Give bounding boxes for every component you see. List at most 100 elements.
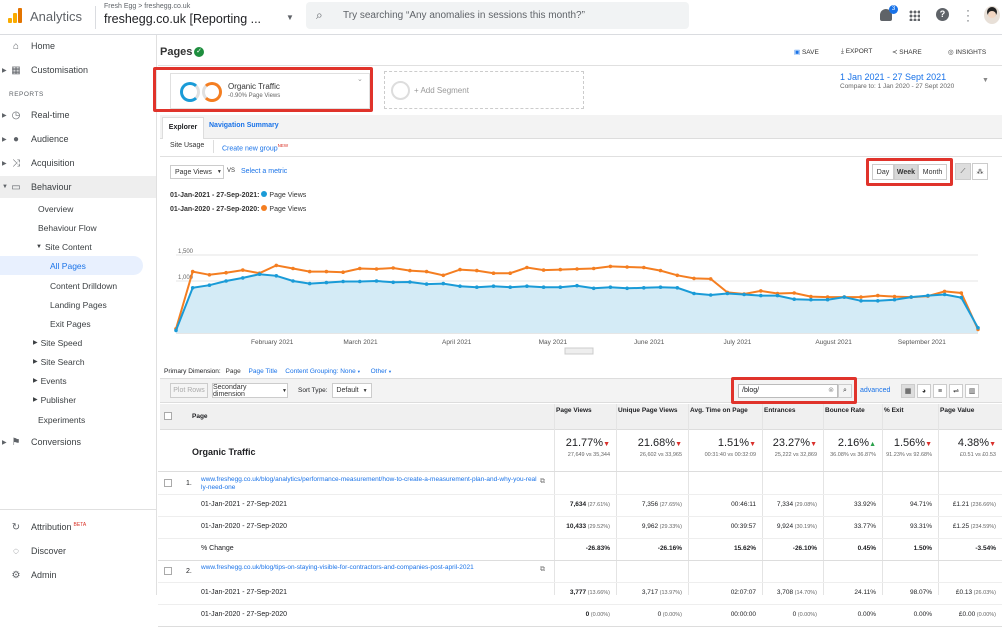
data-point <box>942 292 947 297</box>
sidebar-item-customisation[interactable]: ▶ ▦ Customisation <box>0 59 156 81</box>
dim-page-title[interactable]: Page Title <box>248 368 278 375</box>
month-button[interactable]: Month <box>918 164 947 180</box>
day-button[interactable]: Day <box>872 164 894 180</box>
account-path[interactable]: Fresh Egg > freshegg.co.uk <box>104 3 191 10</box>
column-header[interactable]: Entrances <box>764 407 796 414</box>
data-point <box>926 293 930 298</box>
sidebar-item-behaviour[interactable]: ▼ ▭ Behaviour <box>0 176 156 198</box>
open-page-icon[interactable]: ⧉ <box>540 478 545 485</box>
advanced-link[interactable]: advanced <box>860 387 891 394</box>
sidebar-sub-behaviour-flow[interactable]: Behaviour Flow <box>38 222 97 233</box>
data-point <box>608 285 613 289</box>
date-range[interactable]: 1 Jan 2021 - 27 Sept 2021 <box>840 72 947 82</box>
analytics-logo[interactable] <box>8 8 22 24</box>
sidebar-sub-events[interactable]: ▶ Events <box>0 371 143 390</box>
comparison-view-icon[interactable]: ⇌ <box>949 384 963 398</box>
column-header[interactable]: Page Value <box>940 407 975 414</box>
sidebar-sub-site-content[interactable]: ▼ Site Content <box>0 237 143 256</box>
sidebar-item-admin[interactable]: ⚙ Admin <box>0 564 156 586</box>
apps-grid-icon[interactable] <box>909 10 920 21</box>
sidebar-item-attribution[interactable]: ↻ Attribution BETA <box>0 516 156 538</box>
table-cell: 0.00% <box>882 611 932 618</box>
tab-site-usage[interactable]: Site Usage <box>170 142 205 149</box>
cell-percent: (30.19%) <box>793 524 817 530</box>
data-point <box>458 267 462 272</box>
filter-input[interactable]: /blog/ ⊗ <box>738 384 838 398</box>
clear-icon[interactable]: ⊗ <box>828 387 834 394</box>
data-point <box>508 271 512 275</box>
segment-dropdown-icon[interactable]: ⌄ <box>357 76 363 83</box>
date-dropdown-icon[interactable]: ▼ <box>982 77 989 84</box>
sidebar-item-conversions[interactable]: ▶ ⚑ Conversions <box>0 431 156 453</box>
sidebar-sub-site-speed[interactable]: ▶ Site Speed <box>0 333 143 352</box>
help-icon[interactable]: ? <box>936 8 949 21</box>
line-chart[interactable]: 1,500 1,000 February 2021 March 2021 April 2… <box>158 215 1002 360</box>
save-button[interactable]: ▣ SAVE <box>794 48 819 56</box>
table-cell: 33.92% <box>823 501 876 508</box>
sidebar-sub-experiments[interactable]: Experiments <box>38 414 86 425</box>
select-all-checkbox[interactable] <box>164 412 172 420</box>
clock-icon: ◷ <box>11 109 21 121</box>
plot-rows-button[interactable]: Plot Rows <box>170 383 208 398</box>
page-link[interactable]: www.freshegg.co.uk/blog/tips-on-staying-… <box>201 564 474 571</box>
table-cell: £1.25 (234.59%) <box>938 523 996 530</box>
row-checkbox[interactable] <box>164 479 172 487</box>
cell-percent: (13.97%) <box>658 590 682 596</box>
metric-select[interactable]: Page Views ▼ <box>170 165 224 179</box>
add-segment-button[interactable]: + Add Segment <box>384 71 584 109</box>
sidebar-sub-content-drilldown[interactable]: Content Drilldown <box>50 280 118 291</box>
sidebar-item-discover[interactable]: ◌ Discover <box>0 540 156 562</box>
acquisition-icon: ⤨ <box>12 157 20 169</box>
table-view-icon[interactable]: ▦ <box>901 384 915 398</box>
data-point <box>324 280 329 285</box>
sidebar-item-home[interactable]: ⌂ Home <box>0 35 156 57</box>
chevron-down-icon[interactable]: ▼ <box>286 13 294 22</box>
dim-other[interactable]: Other <box>370 368 387 375</box>
open-page-icon[interactable]: ⧉ <box>540 566 545 573</box>
line-chart-icon[interactable]: ⟋ <box>955 163 971 180</box>
column-header[interactable]: Unique Page Views <box>618 407 678 414</box>
sort-type-select[interactable]: Default ▼ <box>332 383 372 398</box>
more-vert-icon[interactable]: · · · <box>966 3 970 27</box>
pie-view-icon[interactable]: ◕ <box>917 384 931 398</box>
column-header[interactable]: Page Views <box>556 407 592 414</box>
sidebar-item-audience[interactable]: ▶ ● Audience <box>0 128 156 150</box>
performance-view-icon[interactable]: ≡ <box>933 384 947 398</box>
tab-explorer[interactable]: Explorer <box>162 117 204 139</box>
sidebar-sub-site-search[interactable]: ▶ Site Search <box>0 352 143 371</box>
column-header[interactable]: % Exit <box>884 407 904 414</box>
segment-card[interactable]: Organic Traffic -0.90% Page Views <box>170 73 370 109</box>
cell-value: -3.54% <box>975 545 996 552</box>
dim-page[interactable]: Page <box>225 368 241 375</box>
sidebar-sub-publisher[interactable]: ▶ Publisher <box>0 390 143 409</box>
column-header[interactable]: Page <box>192 413 208 420</box>
sidebar-sub-all-pages[interactable]: All Pages <box>0 256 143 275</box>
tab-navigation-summary[interactable]: Navigation Summary <box>209 122 279 129</box>
property-selector[interactable]: freshegg.co.uk [Reporting ... <box>104 12 262 26</box>
motion-chart-icon[interactable]: ⁂ <box>972 163 988 180</box>
sidebar-sub-exit-pages[interactable]: Exit Pages <box>50 318 91 329</box>
secondary-dimension-select[interactable]: Secondary dimension ▼ <box>212 383 288 398</box>
cell-percent: (234.59%) <box>969 524 996 530</box>
sidebar-sub-overview[interactable]: Overview <box>38 203 74 214</box>
select-metric-link[interactable]: Select a metric <box>241 168 288 175</box>
pivot-view-icon[interactable]: ▥ <box>965 384 979 398</box>
sidebar-sub-landing-pages[interactable]: Landing Pages <box>50 299 107 310</box>
dim-content-grouping[interactable]: Content Grouping: None <box>285 368 356 375</box>
page-link[interactable]: www.freshegg.co.uk/blog/analytics/perfor… <box>201 476 537 491</box>
filter-search-icon[interactable]: ⌕ <box>838 384 852 398</box>
export-button[interactable]: ⤓ EXPORT <box>841 48 872 56</box>
row-checkbox[interactable] <box>164 567 172 575</box>
share-button[interactable]: ≺ SHARE <box>892 48 922 56</box>
create-group-link[interactable]: Create new groupNEW <box>222 139 288 156</box>
column-header[interactable]: Avg. Time on Page <box>690 407 748 414</box>
avatar[interactable] <box>984 6 1000 24</box>
sidebar-item-realtime[interactable]: ▶ ◷ Real-time <box>0 104 156 126</box>
sort-type-label: Sort Type: <box>298 387 328 394</box>
column-header[interactable]: Bounce Rate <box>825 407 865 414</box>
week-button[interactable]: Week <box>894 164 918 180</box>
insights-button[interactable]: ◎ INSIGHTS <box>948 48 986 56</box>
search-box[interactable]: ⌕ Try searching “Any anomalies in sessio… <box>306 2 689 29</box>
table-cell: 00:39:57 <box>688 523 756 530</box>
sidebar-item-acquisition[interactable]: ▶ ⤨ Acquisition <box>0 152 156 174</box>
